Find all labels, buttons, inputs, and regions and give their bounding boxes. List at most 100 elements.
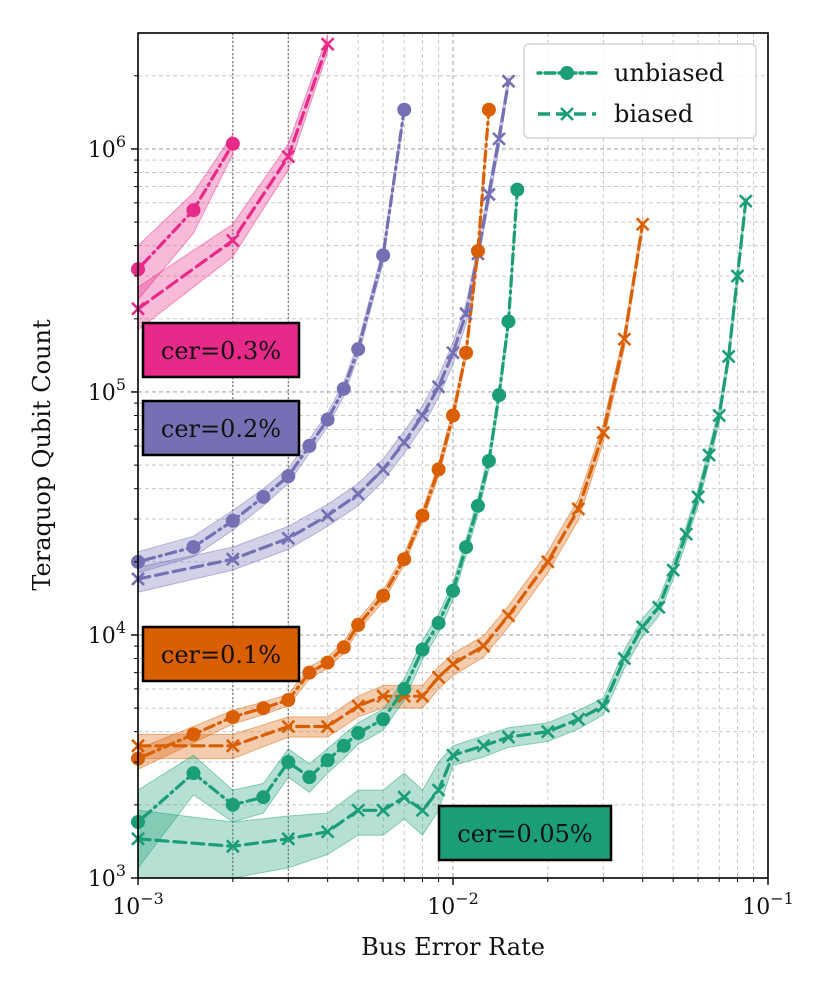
cer-box-0: cer=0.3% bbox=[141, 321, 301, 379]
data-point-3-biased bbox=[702, 448, 716, 462]
cer-box-frame bbox=[437, 804, 613, 862]
data-point-1-unbiased bbox=[336, 381, 351, 396]
legend-unbiased-label: unbiased bbox=[614, 59, 724, 87]
cer-box-frame bbox=[141, 625, 301, 683]
cer-box-label: cer=0.3% bbox=[161, 337, 281, 365]
y-tick-label: 103 bbox=[88, 861, 126, 892]
series-line-2-biased bbox=[138, 222, 645, 748]
data-point-3-biased bbox=[320, 824, 335, 839]
data-point-3-biased bbox=[397, 790, 412, 805]
data-point-3-biased bbox=[446, 748, 460, 763]
x-tick-label: 10−2 bbox=[427, 889, 479, 920]
data-point-1-unbiased bbox=[376, 248, 391, 263]
data-point-2-unbiased bbox=[470, 244, 485, 259]
data-point-2-unbiased bbox=[281, 693, 296, 708]
data-point-1-biased bbox=[446, 345, 460, 360]
data-point-2-unbiased bbox=[256, 701, 271, 716]
data-point-2-biased bbox=[635, 217, 650, 232]
data-point-1-unbiased bbox=[186, 540, 201, 555]
data-point-1-biased bbox=[415, 408, 430, 423]
data-point-2-biased bbox=[281, 719, 296, 734]
data-point-2-biased bbox=[571, 502, 586, 516]
band-0-biased bbox=[138, 34, 329, 331]
data-point-3-biased bbox=[501, 730, 516, 745]
data-point-3-unbiased bbox=[446, 583, 460, 598]
data-point-0-unbiased bbox=[186, 203, 201, 218]
data-point-3-biased bbox=[730, 269, 745, 283]
data-point-1-biased bbox=[481, 187, 496, 202]
legend-biased-marker bbox=[560, 107, 574, 121]
data-point-3-unbiased bbox=[481, 453, 496, 468]
data-point-3-biased bbox=[376, 803, 391, 818]
cer-box-label: cer=0.05% bbox=[457, 820, 592, 848]
data-point-1-unbiased bbox=[256, 489, 271, 504]
data-point-2-biased bbox=[501, 608, 516, 623]
data-point-2-unbiased bbox=[397, 552, 412, 567]
cer-box-3: cer=0.05% bbox=[437, 804, 613, 862]
data-point-3-unbiased bbox=[510, 182, 525, 197]
data-point-3-unbiased bbox=[492, 388, 507, 403]
cer-box-frame bbox=[141, 321, 301, 379]
data-point-3-unbiased bbox=[281, 755, 296, 770]
data-point-2-unbiased bbox=[351, 617, 366, 632]
data-point-3-unbiased bbox=[501, 314, 516, 329]
data-point-0-unbiased bbox=[225, 136, 240, 151]
data-point-1-biased bbox=[459, 306, 473, 321]
data-point-3-biased bbox=[651, 600, 666, 615]
data-point-1-biased bbox=[501, 74, 516, 89]
cer-box-1: cer=0.2% bbox=[141, 399, 301, 457]
axis-ticks: 10−3 10−2 10−1 103 104 105 106 bbox=[88, 75, 794, 920]
cer-box-2: cer=0.1% bbox=[141, 625, 301, 683]
data-point-2-biased bbox=[476, 639, 491, 654]
data-point-0-biased bbox=[320, 37, 335, 52]
data-point-1-unbiased bbox=[351, 342, 366, 357]
cer-labels: cer=0.3% cer=0.2% cer=0.1% cer=0.05% bbox=[141, 321, 613, 862]
data-point-2-biased bbox=[431, 670, 446, 685]
y-axis-label: Teraquop Qubit Count bbox=[28, 319, 56, 591]
data-point-2-unbiased bbox=[225, 709, 240, 724]
data-point-2-biased bbox=[351, 699, 366, 713]
data-point-3-biased bbox=[666, 563, 681, 577]
data-point-1-unbiased bbox=[281, 469, 296, 484]
x-tick-label: 10−1 bbox=[742, 889, 794, 920]
cer-box-label: cer=0.1% bbox=[161, 641, 281, 669]
data-point-1-biased bbox=[376, 462, 391, 477]
data-point-3-biased bbox=[415, 803, 430, 818]
legend: unbiased biased bbox=[523, 43, 757, 139]
data-point-2-biased bbox=[225, 738, 240, 753]
data-point-2-unbiased bbox=[336, 640, 351, 655]
data-point-2-biased bbox=[446, 657, 460, 671]
data-point-3-unbiased bbox=[225, 797, 240, 812]
grid bbox=[137, 32, 768, 879]
data-point-2-unbiased bbox=[481, 102, 496, 117]
data-point-2-biased bbox=[540, 554, 555, 569]
data-point-3-unbiased bbox=[470, 498, 485, 513]
data-point-3-biased bbox=[721, 349, 736, 364]
band-1-biased bbox=[138, 75, 509, 593]
data-point-3-unbiased bbox=[336, 738, 351, 753]
data-point-3-unbiased bbox=[431, 616, 446, 631]
data-point-1-unbiased bbox=[397, 102, 412, 117]
data-point-3-biased bbox=[431, 783, 446, 798]
data-point-3-biased bbox=[691, 489, 706, 504]
data-point-2-biased bbox=[596, 425, 611, 440]
data-point-3-unbiased bbox=[302, 770, 317, 785]
data-point-0-biased bbox=[225, 233, 240, 248]
data-point-2-unbiased bbox=[376, 588, 391, 603]
data-point-2-biased bbox=[415, 689, 430, 704]
cer-box-frame bbox=[141, 399, 301, 457]
data-point-3-unbiased bbox=[351, 726, 366, 741]
data-point-2-unbiased bbox=[302, 665, 317, 680]
data-point-1-biased bbox=[431, 379, 446, 394]
series-line-3-unbiased bbox=[138, 188, 519, 824]
data-point-1-biased bbox=[397, 435, 412, 450]
data-point-2-unbiased bbox=[431, 462, 446, 477]
data-point-2-unbiased bbox=[186, 727, 201, 742]
data-point-3-biased bbox=[712, 408, 727, 423]
data-point-3-biased bbox=[540, 724, 555, 739]
data-point-1-biased bbox=[281, 531, 296, 546]
data-point-2-biased bbox=[617, 332, 632, 347]
data-point-3-unbiased bbox=[459, 540, 474, 555]
legend-biased-label: biased bbox=[614, 100, 693, 128]
